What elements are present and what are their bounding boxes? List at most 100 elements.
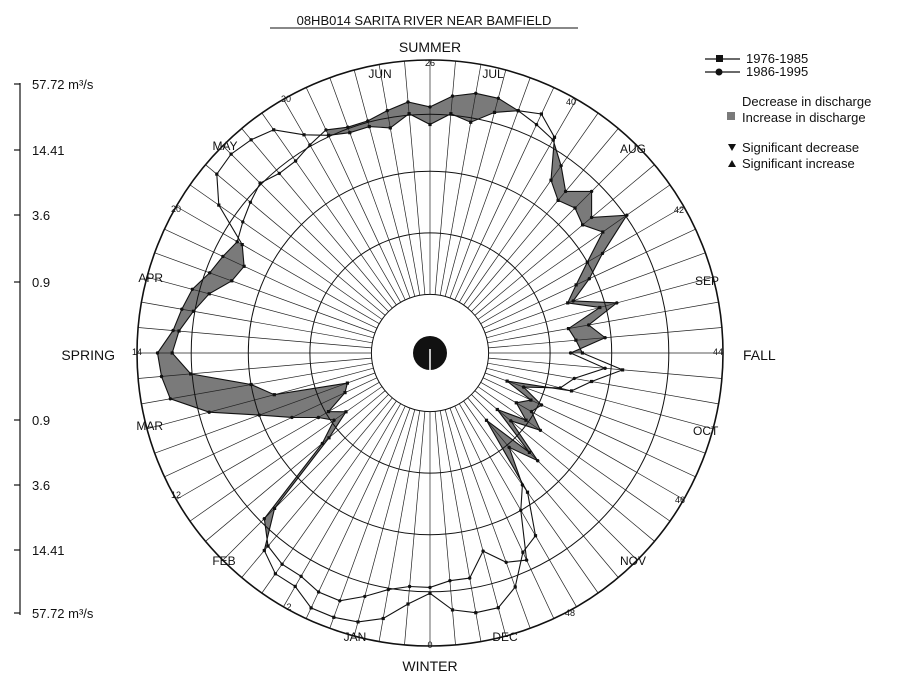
series-1976-1985-point: [513, 585, 517, 589]
spoke: [241, 128, 393, 309]
spoke: [458, 403, 577, 607]
spoke: [477, 184, 671, 320]
spoke: [176, 381, 380, 500]
month-label-jun: JUN: [368, 67, 391, 81]
month-label-oct: OCT: [693, 424, 719, 438]
series-1986-1995-point: [568, 351, 573, 355]
decrease-area: [231, 139, 280, 184]
spoke: [482, 377, 696, 478]
series-1976-1985-point: [229, 152, 233, 156]
season-label-summer: SUMMER: [399, 39, 461, 55]
series-1976-1985-point: [191, 309, 195, 313]
month-labels: JUN JUL AUG SEP OCT NOV DEC JAN FEB MAR APR MAY: [136, 67, 719, 644]
series-1976-1985-point: [539, 112, 543, 116]
series-1986-1995-point: [407, 584, 412, 589]
spoke: [471, 145, 638, 312]
spoke: [176, 206, 380, 325]
spoke: [305, 87, 406, 301]
spoke: [439, 410, 482, 642]
decrease-area: [536, 114, 555, 140]
spoke: [480, 381, 684, 500]
decrease-area: [216, 174, 251, 222]
scale-tick-label: 14.41: [32, 143, 65, 158]
series-1986-1995-point: [572, 376, 576, 381]
series-1986-1995-point: [290, 415, 294, 420]
spoke: [467, 397, 619, 578]
series-1986-1995-point: [589, 189, 594, 194]
increase-area: [209, 383, 348, 416]
series-1976-1985-point: [450, 608, 455, 612]
decrease-area: [333, 596, 365, 622]
series-1976-1985-point: [495, 407, 499, 412]
series-1986-1995-point: [299, 574, 303, 578]
month-label-dec: DEC: [492, 630, 518, 644]
spoke: [146, 367, 374, 430]
series-1986-1995-point: [241, 220, 245, 224]
series-1986-1995-point: [536, 459, 540, 463]
series-1976-1985-point: [356, 620, 360, 624]
spoke: [205, 390, 386, 542]
spoke: [261, 112, 397, 306]
series-1986-1995-point: [516, 109, 520, 113]
increase-area: [582, 215, 627, 232]
series-1986-1995-point: [159, 374, 164, 379]
triangle-up-icon: [728, 160, 736, 167]
legend-item-1986-1995: 1986-1995: [705, 64, 808, 79]
series-1986-1995-point: [332, 418, 336, 422]
series-1976-1985-point: [273, 506, 277, 510]
increase-area: [516, 402, 541, 431]
spoke: [138, 327, 372, 349]
spoke: [434, 411, 456, 645]
spoke: [471, 394, 638, 561]
radial-plot: [136, 59, 724, 647]
week-tick-label: 48: [565, 608, 575, 618]
month-label-may: MAY: [212, 139, 237, 153]
series-1976-1985-point: [573, 206, 577, 210]
increase-area: [450, 93, 476, 123]
spoke: [487, 362, 719, 405]
series-1986-1995-point: [258, 181, 262, 185]
scale-tick-label: 0.9: [32, 275, 50, 290]
spoke: [477, 386, 671, 522]
decrease-area: [560, 378, 592, 391]
series-1976-1985-point: [348, 131, 352, 135]
series-1986-1995-point: [248, 200, 253, 204]
increase-area: [507, 381, 542, 405]
series-1986-1995-point: [171, 328, 175, 333]
series-1986-1995-point: [428, 585, 432, 590]
spoke: [154, 372, 376, 454]
series-1986-1995-point: [519, 508, 523, 512]
series-1976-1985-point: [273, 572, 277, 576]
legend-label-1976: 1976-1985: [746, 51, 808, 66]
chart-title: 08HB014 SARITA RIVER NEAR BAMFIELD: [297, 13, 552, 28]
series-1986-1995-point: [587, 323, 591, 327]
legend-label-sig-decrease: Significant decrease: [742, 140, 859, 155]
month-label-jul: JUL: [482, 67, 504, 81]
series-1976-1985-point: [428, 122, 432, 127]
decrease-area: [216, 154, 261, 203]
series-1976-1985-point: [262, 548, 266, 553]
increase-area: [430, 96, 453, 125]
scale-tick-label: 57.72 m³/s: [32, 77, 94, 92]
legend-hatched-marker: [727, 112, 735, 120]
series-1986-1995-point: [538, 428, 543, 432]
series-1976-1985-point: [249, 382, 253, 387]
week-tick-label: 44: [713, 347, 723, 357]
increase-area: [470, 93, 499, 123]
week-tick-labels: 26 40 42 44 46 48 0 2 12 14 20 30: [132, 58, 723, 650]
series-1986-1995-point: [207, 410, 211, 414]
week-tick-label: 46: [675, 495, 685, 505]
spoke: [353, 409, 416, 637]
month-label-apr: APR: [138, 271, 163, 285]
week-tick-label: 2: [286, 602, 291, 612]
decrease-area: [273, 129, 310, 161]
spoke: [444, 409, 507, 637]
series-1986-1995-point: [600, 251, 605, 256]
spoke: [434, 61, 456, 295]
series-1986-1995-point: [589, 215, 594, 220]
decrease-area: [518, 110, 542, 125]
decrease-area: [520, 485, 536, 536]
spoke: [449, 77, 531, 299]
increase-area: [192, 272, 232, 294]
spoke: [458, 99, 577, 303]
